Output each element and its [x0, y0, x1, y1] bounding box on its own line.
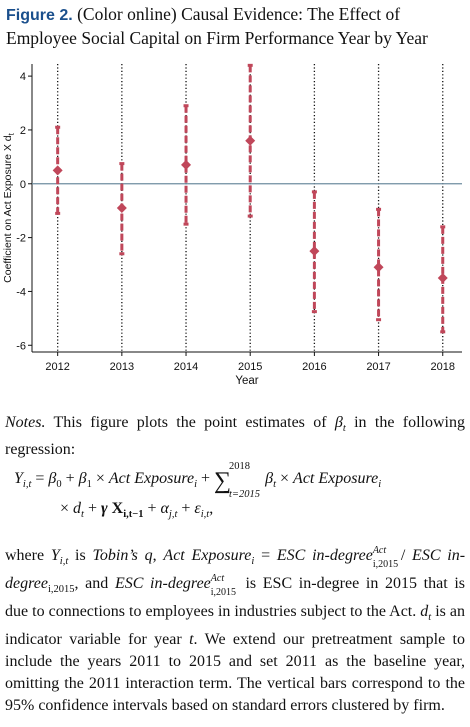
notes-beta: β: [334, 414, 343, 431]
eq-tail: ,: [209, 500, 214, 517]
eq-sum-lower: t=2015: [229, 489, 261, 500]
eq-act-exposure-sub: i: [194, 479, 197, 490]
x-tick-label: 2017: [366, 361, 390, 373]
notes-text-1: This figure plots the point estimates of: [53, 414, 335, 431]
y-axis-title-subscript: t: [7, 132, 16, 135]
eq-epsilon: ε: [194, 500, 201, 517]
body-act-sup-2: Act: [210, 573, 225, 584]
body-dt-sub: t: [428, 612, 432, 623]
figure-caption: Figure 2. (Color online) Causal Evidence…: [6, 3, 466, 49]
body-tobin: Tobin’s: [92, 547, 138, 564]
eq-sum-symbol: ∑: [214, 468, 232, 494]
body-where: where: [5, 547, 45, 564]
body-t: t: [189, 631, 194, 648]
eq-X: X: [111, 500, 124, 517]
notes-body: where Yi,t is Tobin’s q, Act Exposurei =…: [5, 545, 465, 717]
point-estimate-2013: [116, 203, 127, 213]
point-estimate-2017: [373, 262, 384, 273]
y-tick-label: 2: [20, 125, 26, 137]
body-is: is: [75, 547, 86, 564]
point-estimate-2012: [52, 165, 63, 176]
x-tick-label: 2014: [174, 361, 198, 373]
notes-beta-sub: t: [342, 423, 346, 434]
eq-beta1-sub: 1: [86, 479, 92, 490]
body-and: and: [85, 575, 109, 592]
y-tick-label: 0: [20, 179, 26, 191]
eq-lhs: Y: [14, 470, 23, 487]
body-rest: . We extend our pretreatment sample to i…: [5, 631, 465, 714]
body-i2015-2: i,2015: [47, 584, 75, 595]
y-tick-label: -4: [16, 286, 26, 298]
body-q: q: [144, 547, 153, 564]
plot-axes: [28, 64, 462, 356]
body-esc-indegree-3: ESC in-degree: [114, 575, 211, 592]
body-Y-sub: i,t: [59, 556, 69, 567]
body-Y: Y: [50, 547, 60, 564]
point-estimate-2015: [245, 135, 256, 146]
point-estimate-2014: [181, 159, 192, 170]
body-sup-sub-2: Act i,2015: [211, 573, 239, 598]
body-act-sup-1: Act: [372, 545, 387, 556]
notes-text-2: in the following regression:: [5, 414, 465, 458]
eq-act-exposure-2-sub: i: [378, 479, 382, 490]
eq-dt-sub: t: [81, 509, 84, 520]
eq-lhs-sub: i,t: [22, 479, 32, 490]
body-text-after: is ESC in-degree in 2015 that is due to …: [5, 575, 465, 620]
regression-equation-line-1: Yi,t = β0 + β1 × Act Exposurei + ∑ 2018 t=…: [14, 461, 382, 500]
y-tick-label: 4: [20, 71, 26, 83]
eq-X-sub: i,t−1: [123, 509, 144, 520]
x-tick-label: 2016: [302, 361, 326, 373]
body-act-exposure: Act Exposure: [163, 547, 252, 564]
x-tick-label: 2012: [45, 361, 69, 373]
body-equals: =: [261, 547, 271, 564]
point-estimate-2018: [437, 272, 448, 283]
estimate-marks: [52, 63, 448, 334]
eq-dt: d: [73, 500, 82, 517]
eq-sum-upper: 2018: [229, 461, 251, 472]
y-tick-label: -6: [16, 340, 26, 352]
body-esc-indegree-2: ESC in-degree: [5, 547, 466, 592]
eq-sum: ∑ 2018 t=2015: [214, 461, 260, 500]
coefficient-plot: 4 2 0 -2 -4 -6 2012 2013 2014 2015 2016 2017 2018 Yea…: [2, 63, 462, 387]
caption-line-2: Employee Social Capital on Firm Performa…: [6, 28, 428, 48]
body-sup-sub-1: Act i,2015: [373, 545, 401, 570]
eq-betat-sub: t: [273, 479, 277, 490]
eq-beta0: β: [48, 470, 57, 487]
y-tick-label: -2: [16, 233, 26, 245]
body-dt-text: is an indicator variable for year: [5, 603, 466, 648]
figure-notes: Notes. This figure plots the point estim…: [5, 412, 465, 460]
eq-gamma: γ: [100, 500, 108, 517]
eq-alpha-sub: j,t: [168, 509, 178, 520]
x-tick-label: 2015: [238, 361, 262, 373]
eq-act-exposure-2: Act Exposure: [293, 470, 379, 487]
body-dt: d: [420, 603, 429, 620]
body-i2015-1: i,2015: [372, 559, 399, 570]
point-estimate-2016: [309, 246, 320, 257]
body-i2015-3: i,2015: [210, 587, 237, 598]
eq-act-exposure: Act Exposure: [108, 470, 195, 487]
eq-betat: β: [265, 470, 274, 487]
y-axis-title: Coefficient on Act Exposure X dt: [2, 132, 16, 282]
x-axis-title: Year: [235, 375, 258, 387]
regression-equation-line-2: × dt + γ Xi,t−1 + αj,t + εi,t,: [60, 500, 214, 520]
eq-beta0-sub: 0: [56, 479, 62, 490]
caption-line-1: (Color online) Causal Evidence: The Effe…: [77, 4, 401, 24]
x-tick-label: 2013: [110, 361, 134, 373]
axis-labels: 4 2 0 -2 -4 -6 2012 2013 2014 2015 2016 2017 2018 Yea…: [2, 71, 455, 387]
eq-alpha: α: [160, 500, 169, 517]
notes-label: Notes.: [5, 414, 46, 431]
eq-beta1: β: [78, 470, 87, 487]
body-act-exposure-sub: i: [251, 556, 255, 567]
x-tick-label: 2018: [431, 361, 455, 373]
body-esc-indegree-1: ESC in-degree: [276, 547, 373, 564]
eq-epsilon-sub: i,t: [200, 509, 210, 520]
figure-label: Figure 2.: [6, 7, 73, 24]
